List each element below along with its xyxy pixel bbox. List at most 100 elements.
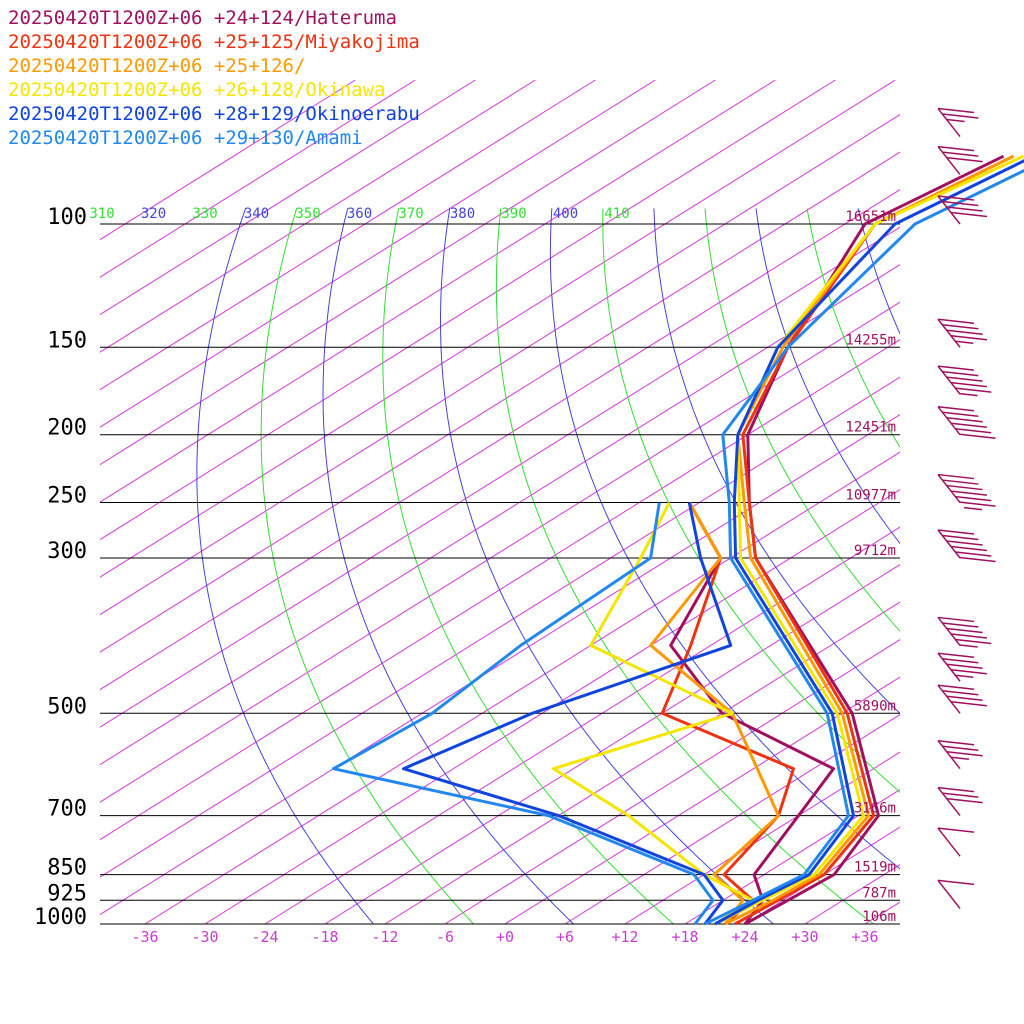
barb-feather bbox=[937, 365, 975, 371]
barb-shaft bbox=[937, 740, 961, 770]
isotherm bbox=[384, 601, 900, 924]
barb-feather bbox=[946, 540, 983, 546]
height-label: 14255m bbox=[845, 332, 896, 348]
wind-barb bbox=[937, 195, 988, 225]
wind-barb bbox=[937, 652, 988, 682]
barb-feather bbox=[942, 151, 979, 157]
barb-feather bbox=[946, 206, 983, 212]
barb-feather bbox=[937, 473, 975, 480]
barb-shaft bbox=[937, 827, 961, 857]
barb-shaft bbox=[937, 146, 961, 176]
barb-feather bbox=[937, 529, 975, 535]
isotherm bbox=[100, 80, 536, 353]
isotherm bbox=[324, 564, 900, 924]
barb-shaft bbox=[937, 318, 961, 348]
legend-entry: 20250420T1200Z+06 +26+128/Okinawa bbox=[8, 79, 386, 101]
temperature-tick-label: -36 bbox=[131, 928, 158, 946]
dry-adiabat bbox=[549, 208, 900, 870]
barb-feather bbox=[955, 427, 992, 434]
wind-barb bbox=[937, 405, 996, 439]
wind-barb bbox=[937, 827, 975, 857]
wind-barb bbox=[937, 318, 988, 348]
temperature-tick-label: +12 bbox=[611, 928, 638, 946]
isotherm bbox=[444, 639, 900, 924]
isotherm bbox=[100, 80, 356, 241]
height-label: 1519m bbox=[854, 860, 896, 876]
pressure-label: 500 bbox=[47, 694, 87, 719]
barb-feather bbox=[950, 701, 988, 707]
barb-feather bbox=[946, 750, 983, 757]
wind-barb bbox=[937, 365, 992, 397]
height-label: 16651m bbox=[845, 209, 896, 225]
barb-shaft bbox=[937, 365, 961, 395]
temperature-line bbox=[704, 168, 1024, 926]
wind-barb bbox=[937, 473, 996, 511]
barb-feather bbox=[942, 411, 979, 417]
isotherm bbox=[504, 676, 900, 924]
isotherm bbox=[100, 114, 900, 616]
theta-label: 410 bbox=[604, 206, 629, 222]
barb-feather bbox=[950, 211, 988, 218]
axis-labels: 100 16651m 150 14255m 200 12451m 250 10977m 300 9… bbox=[34, 205, 896, 946]
barb-half-feather bbox=[955, 340, 974, 345]
height-label: 106m bbox=[862, 909, 896, 925]
pressure-label: 925 bbox=[47, 881, 87, 906]
temperature-tick-label: +6 bbox=[556, 928, 574, 946]
wind-barb bbox=[937, 529, 996, 563]
barb-shaft bbox=[937, 474, 961, 504]
temperature-tick-label: -24 bbox=[251, 928, 278, 946]
isotherm bbox=[144, 451, 900, 924]
isotherm bbox=[100, 189, 900, 691]
isotherm bbox=[100, 264, 900, 766]
temperature-tick-label: +30 bbox=[791, 928, 818, 946]
barb-feather bbox=[937, 739, 975, 746]
barb-shaft bbox=[937, 652, 961, 682]
theta-label: 380 bbox=[450, 206, 475, 222]
barb-feather bbox=[959, 501, 996, 507]
isotherm bbox=[100, 339, 900, 841]
legend-entry: 20250420T1200Z+06 +29+130/Amami bbox=[8, 127, 363, 149]
wind-barb bbox=[937, 739, 983, 770]
barb-feather bbox=[946, 376, 983, 382]
barb-feather bbox=[955, 551, 992, 557]
pressure-label: 250 bbox=[47, 484, 87, 509]
barb-feather bbox=[942, 479, 979, 485]
barb-feather bbox=[950, 335, 988, 341]
barb-half-feather bbox=[959, 392, 978, 397]
isotherm-lines bbox=[100, 80, 900, 924]
wind-barb bbox=[937, 786, 983, 817]
temperature-tick-label: +0 bbox=[496, 928, 514, 946]
barb-shaft bbox=[937, 406, 961, 436]
dewpoint-line bbox=[552, 501, 755, 926]
barb-feather bbox=[955, 387, 992, 393]
height-label: 12451m bbox=[845, 420, 896, 436]
barb-feather bbox=[946, 627, 983, 634]
barb-feather bbox=[942, 370, 979, 377]
theta-label: 400 bbox=[553, 206, 578, 222]
legend: 20250420T1200Z+06 +24+124/Hateruma202504… bbox=[8, 7, 420, 149]
barb-shaft bbox=[937, 684, 961, 714]
isotherm bbox=[100, 226, 900, 728]
isotherm bbox=[100, 414, 900, 916]
temperature-tick-label: -6 bbox=[436, 928, 454, 946]
pressure-label: 1000 bbox=[34, 905, 87, 930]
isotherm bbox=[100, 80, 896, 578]
isotherm bbox=[100, 80, 836, 541]
barb-half-feather bbox=[955, 674, 974, 679]
wind-barbs bbox=[937, 107, 996, 909]
dewpoint-line bbox=[332, 502, 715, 925]
barb-feather bbox=[942, 534, 979, 541]
isotherm bbox=[100, 80, 656, 428]
barb-shaft bbox=[937, 787, 961, 817]
dry-adiabat bbox=[755, 208, 900, 545]
barb-feather bbox=[950, 545, 988, 552]
barb-feather bbox=[950, 422, 988, 428]
barb-feather bbox=[942, 690, 979, 696]
theta-label: 370 bbox=[398, 206, 423, 222]
theta-label: 340 bbox=[244, 206, 269, 222]
barb-feather bbox=[942, 792, 979, 798]
isotherm bbox=[204, 489, 900, 924]
height-label: 5890m bbox=[854, 698, 896, 714]
wind-barb bbox=[937, 145, 983, 176]
